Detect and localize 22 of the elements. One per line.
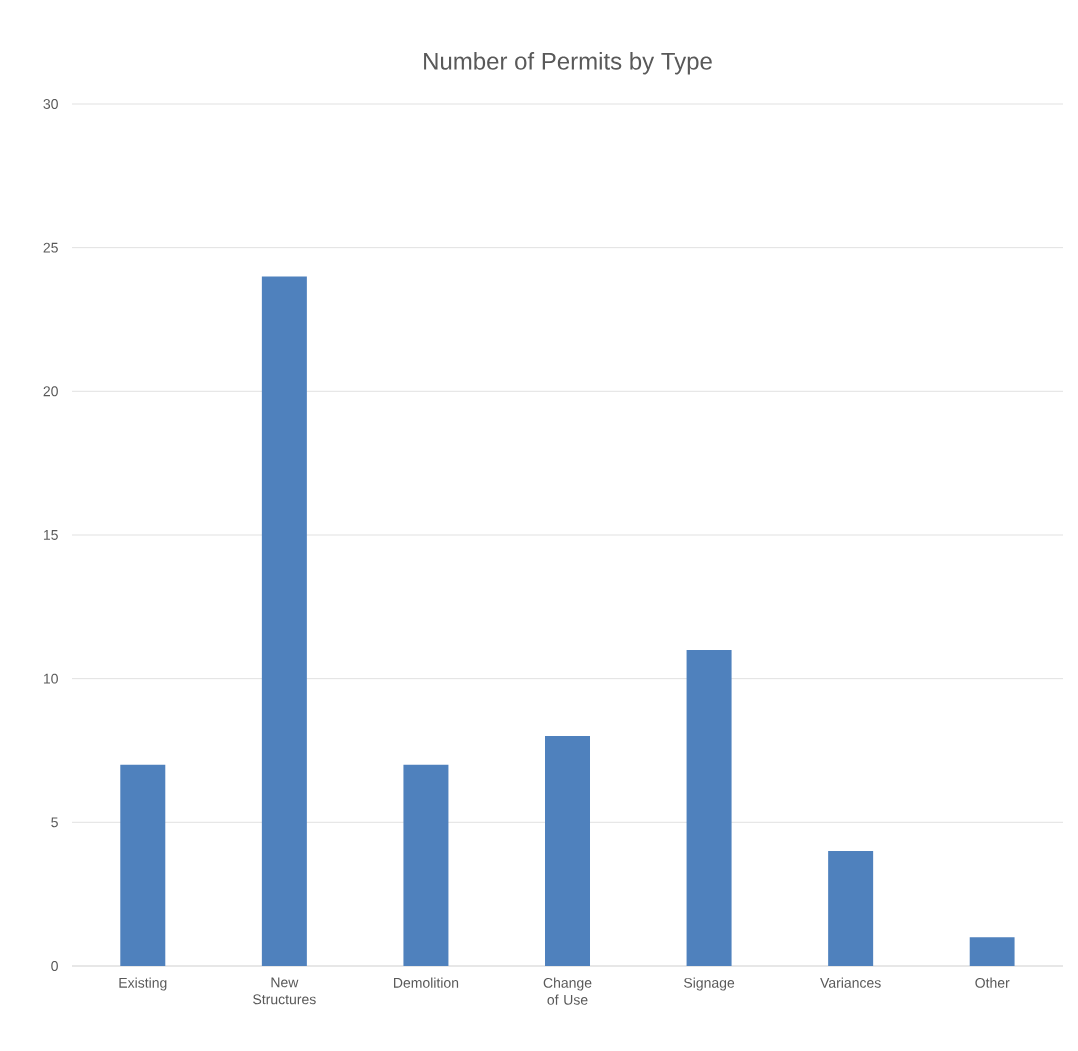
x-tick-label: Signage bbox=[684, 977, 735, 991]
bar bbox=[403, 764, 449, 966]
y-tick-label: 15 bbox=[43, 530, 58, 540]
bar bbox=[120, 764, 166, 966]
y-tick-label: 20 bbox=[43, 386, 58, 397]
x-tick-label: New Structures bbox=[253, 977, 316, 1005]
x-tick-label: Other bbox=[975, 977, 1010, 988]
bar bbox=[828, 851, 874, 966]
x-tick-label: Existing bbox=[119, 977, 167, 991]
y-tick-label: 5 bbox=[51, 817, 58, 828]
y-tick-label: 25 bbox=[43, 242, 58, 253]
chart-title: Number of Permits by Type bbox=[424, 52, 712, 75]
x-tick-label: Change of Use bbox=[543, 977, 592, 1005]
y-tick-label: 0 bbox=[51, 961, 58, 971]
bar bbox=[686, 649, 732, 966]
bar bbox=[545, 736, 591, 966]
bar bbox=[969, 937, 1015, 966]
bar bbox=[261, 276, 307, 966]
x-tick-label: Demolition bbox=[394, 977, 459, 988]
y-tick-label: 30 bbox=[43, 99, 58, 109]
y-tick-label: 10 bbox=[43, 673, 58, 684]
x-tick-label: Variances bbox=[820, 977, 881, 988]
